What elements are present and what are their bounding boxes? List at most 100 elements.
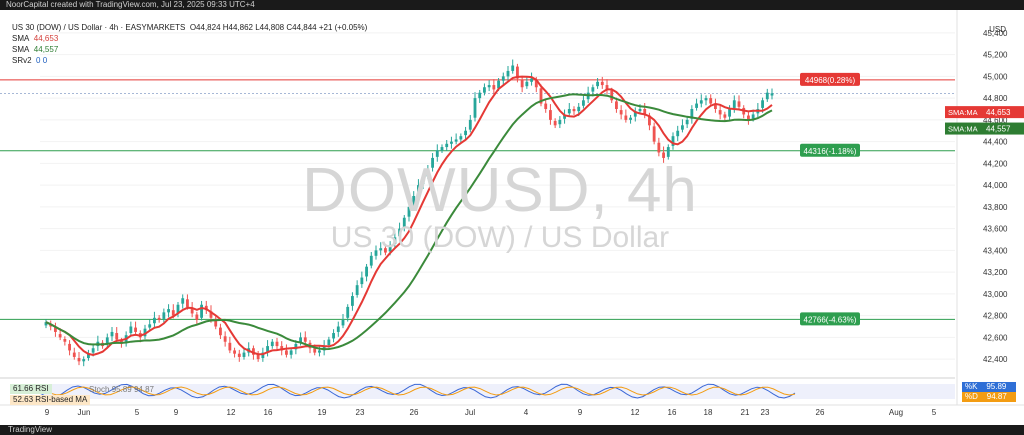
candle-body	[671, 136, 675, 146]
y-tick-label: 42,600	[983, 333, 1008, 342]
x-tick-label: 26	[410, 408, 419, 417]
candle-body	[567, 109, 571, 114]
candle-body	[624, 115, 628, 120]
y-tick-label: 45,400	[983, 29, 1008, 38]
candle-body	[129, 326, 133, 334]
rsi-ma-label: RSI-based MA	[35, 395, 88, 404]
candle-body	[445, 143, 449, 148]
legend-sma2[interactable]: SMA 44,557	[12, 44, 367, 55]
candle-body	[237, 353, 241, 357]
candle-body	[318, 350, 321, 353]
candle-body	[629, 117, 632, 120]
candle-body	[666, 147, 670, 157]
legend-title-row: US 30 (DOW) / US Dollar · 4h · EASYMARKE…	[12, 22, 367, 33]
y-tick-label: 42,800	[983, 312, 1008, 321]
level-label: 44968(0.28%)	[805, 76, 856, 85]
candle-body	[134, 327, 137, 332]
legend-srv2[interactable]: SRv2 0 0	[12, 55, 367, 66]
candle-body	[483, 87, 486, 93]
stoch-d-line	[39, 386, 796, 396]
price-tag-value: 44,653	[986, 108, 1011, 117]
candle-body	[685, 119, 689, 125]
candle-body	[200, 304, 203, 318]
candle-body	[54, 327, 57, 332]
x-tick-label: 23	[761, 408, 770, 417]
candle-body	[704, 98, 708, 101]
candle-body	[473, 98, 477, 118]
candle-body	[153, 317, 156, 324]
level-badge	[800, 143, 860, 157]
y-tick-label: 44,400	[983, 138, 1008, 147]
candle-body	[369, 255, 373, 266]
y-tick-label: 43,000	[983, 290, 1008, 299]
candle-body	[534, 79, 538, 88]
price-chart[interactable]: 42,400 42,600 42,800 43,000 43,200 43,400 43,6…	[0, 10, 1024, 425]
price-tag	[945, 122, 1024, 135]
y-tick-label: 44,200	[983, 159, 1008, 168]
candle-body	[751, 114, 755, 119]
candle-body	[256, 354, 260, 360]
x-tick-label: 12	[631, 408, 640, 417]
candle-body	[544, 103, 548, 109]
y-tick-label: 45,000	[983, 72, 1008, 81]
candle-body	[426, 168, 430, 177]
candle-body	[261, 352, 265, 359]
candle-body	[332, 333, 335, 339]
x-tick-label: 5	[932, 408, 937, 417]
candle-body	[266, 346, 269, 352]
k-label: %K	[965, 382, 978, 391]
currency-label: USD	[989, 25, 1006, 34]
stoch-label: Stoch	[89, 385, 110, 394]
candle-body	[351, 296, 354, 306]
candle-body	[450, 141, 453, 144]
legend-ohlc: O44,824 H44,862 L44,808 C44,844 +21 (+0.…	[189, 23, 368, 32]
candle-body	[58, 334, 62, 338]
candle-body	[346, 306, 350, 318]
x-tick-label: 18	[704, 408, 713, 417]
candle-body	[44, 322, 48, 326]
candle-body	[431, 157, 434, 168]
sma2-label: SMA	[12, 45, 30, 54]
candle-body	[68, 343, 71, 351]
candle-body	[388, 244, 392, 252]
candle-body	[511, 65, 515, 71]
bottom-bar: TradingView	[0, 425, 1024, 435]
candle-body	[91, 348, 95, 353]
candle-body	[435, 150, 439, 157]
tradingview-logo-text: TradingView	[8, 425, 53, 434]
candle-body	[417, 185, 420, 195]
candle-body	[162, 312, 166, 319]
d-label: %D	[965, 392, 978, 401]
candle-body	[176, 304, 180, 314]
candle-body	[487, 85, 491, 88]
rsi-value-badge: 61.66 RSI	[10, 384, 52, 394]
candle-body	[605, 85, 609, 90]
candle-body	[87, 353, 90, 359]
srv2-value: 0 0	[36, 56, 48, 65]
candle-body	[695, 103, 698, 108]
level-label: 44316(-1.18%)	[804, 147, 857, 156]
y-tick-label: 43,600	[983, 225, 1008, 234]
candle-body	[294, 343, 298, 350]
candle-body	[501, 76, 505, 81]
chart-legend: US 30 (DOW) / US Dollar · 4h · EASYMARKE…	[12, 22, 367, 66]
candle-body	[770, 93, 774, 96]
rsi-ma-badge: 52.63 RSI-based MA	[10, 395, 91, 405]
stoch-k-line	[39, 383, 796, 399]
candle-body	[355, 285, 359, 295]
candle-body	[190, 308, 194, 314]
candle-body	[115, 333, 119, 340]
candle-body	[615, 101, 618, 109]
candle-body	[341, 319, 345, 326]
candle-body	[327, 339, 331, 345]
x-tick-label: 19	[318, 408, 327, 417]
candle-body	[384, 248, 387, 253]
candle-body	[723, 114, 727, 118]
x-tick-label: Aug	[889, 408, 903, 417]
candle-body	[464, 130, 467, 136]
candle-body	[732, 100, 736, 108]
stoch-values: 95.89 94.87	[111, 385, 154, 394]
legend-sma1[interactable]: SMA 44,653	[12, 33, 367, 44]
price-tag-prefix: SMA:MA	[948, 108, 978, 117]
rsi-ma-value: 52.63	[13, 395, 34, 404]
